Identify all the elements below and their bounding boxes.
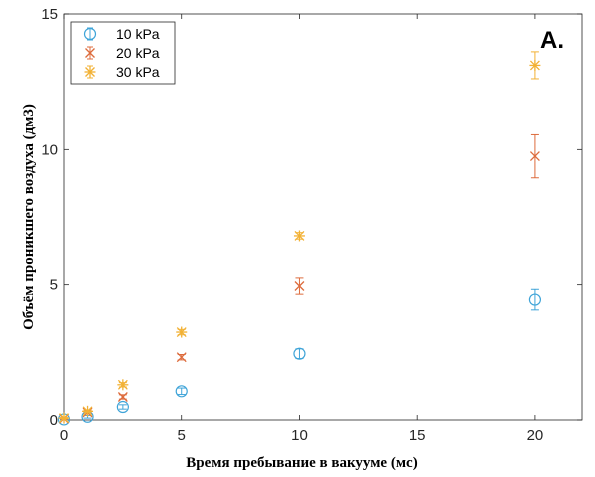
y-tick-label: 15 bbox=[41, 6, 58, 23]
data-point bbox=[82, 405, 94, 417]
error-bar bbox=[177, 387, 186, 396]
data-point bbox=[175, 385, 188, 398]
legend-marker bbox=[83, 27, 97, 41]
series-20-kpa bbox=[59, 133, 540, 424]
data-point bbox=[58, 412, 70, 424]
data-point bbox=[176, 326, 188, 338]
y-tick-label: 0 bbox=[50, 412, 58, 429]
x-tick-label: 5 bbox=[178, 427, 186, 444]
marker-stroke bbox=[85, 48, 95, 58]
x-tick-label: 15 bbox=[409, 427, 426, 444]
legend-label: 10 kPa bbox=[116, 26, 160, 42]
panel-label: A. bbox=[540, 27, 564, 54]
marker-stroke bbox=[176, 352, 187, 363]
marker-stroke bbox=[117, 392, 128, 402]
data-point bbox=[117, 392, 128, 402]
data-point bbox=[293, 230, 305, 242]
x-tick-label: 20 bbox=[527, 427, 544, 444]
error-bar bbox=[530, 288, 539, 311]
data-point bbox=[529, 59, 541, 71]
data-point bbox=[528, 293, 542, 306]
x-tick-label: 10 bbox=[291, 427, 308, 444]
data-point bbox=[293, 347, 306, 360]
x-tick-label: 0 bbox=[60, 427, 68, 444]
marker-stroke bbox=[294, 281, 305, 291]
error-bar bbox=[118, 404, 127, 410]
data-point bbox=[529, 151, 540, 162]
legend-item: 10 kPa bbox=[83, 26, 160, 42]
legend-item: 30 kPa bbox=[84, 64, 160, 80]
data-point bbox=[294, 281, 305, 291]
data-point bbox=[116, 400, 129, 414]
data-point bbox=[176, 352, 187, 363]
marker-stroke bbox=[529, 151, 540, 162]
legend-marker bbox=[84, 66, 96, 78]
y-tick-label: 10 bbox=[41, 141, 58, 158]
x-axis-title: Время пребывание в вакууме (мс) bbox=[186, 455, 417, 471]
data-series bbox=[57, 51, 542, 426]
legend: 10 kPa 20 kPa 30 kPa bbox=[70, 21, 176, 85]
y-tick-label: 5 bbox=[50, 277, 58, 294]
y-axis-title: Объём проникшего воздуха (дм3) bbox=[21, 104, 37, 330]
series-30-kpa bbox=[58, 51, 541, 424]
axis-tick-labels: 0 5 10 15 20 0 5 10 15 bbox=[41, 6, 543, 444]
legend-item: 20 kPa bbox=[85, 45, 160, 61]
legend-marker bbox=[85, 48, 95, 58]
legend-label: 30 kPa bbox=[116, 64, 160, 80]
legend-label: 20 kPa bbox=[116, 45, 160, 61]
data-point bbox=[117, 379, 129, 391]
